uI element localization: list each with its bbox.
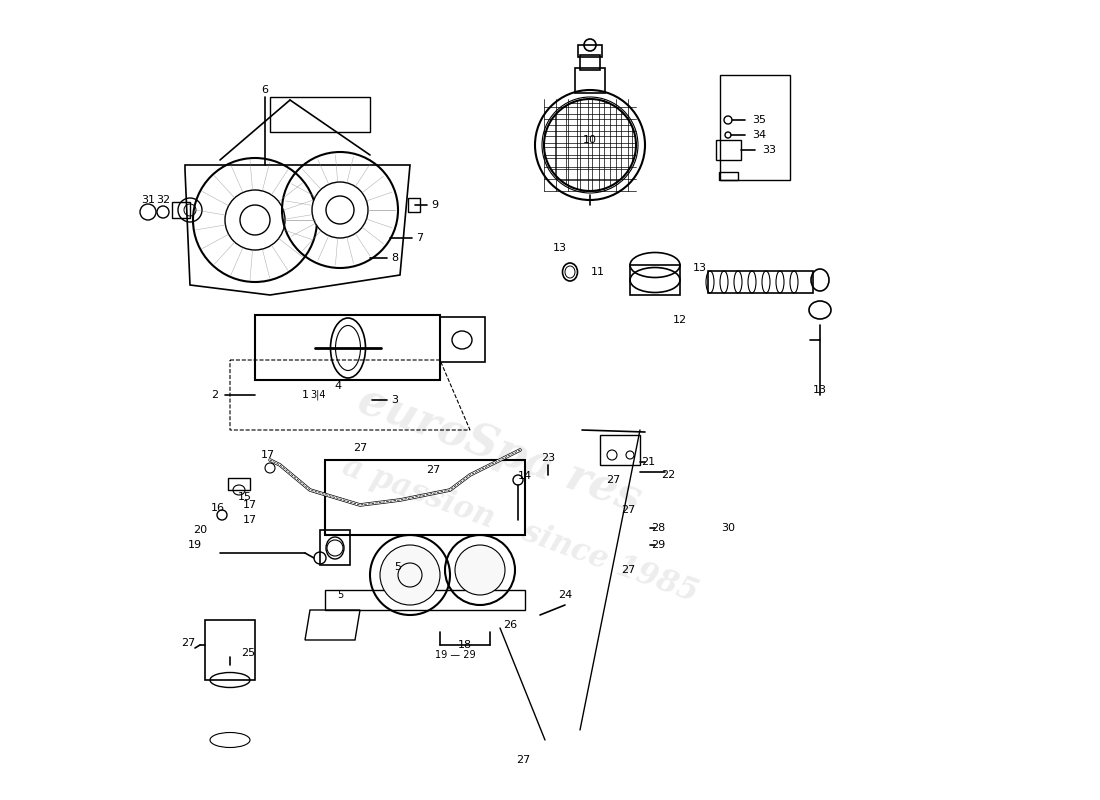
Text: 16: 16 (211, 503, 226, 513)
Text: 27: 27 (620, 505, 635, 515)
Text: 20: 20 (192, 525, 207, 535)
Bar (578, 45, 602, 57)
Bar (255, 315, 440, 380)
Text: 33: 33 (762, 145, 776, 155)
Text: 27: 27 (353, 443, 367, 453)
Bar (719, 172, 738, 180)
Text: 6: 6 (262, 85, 268, 95)
Bar (408, 198, 420, 212)
Text: 13: 13 (693, 263, 707, 273)
Text: 3|4: 3|4 (310, 390, 326, 400)
Text: 17: 17 (261, 450, 275, 460)
Circle shape (544, 99, 636, 191)
Text: 1: 1 (301, 390, 308, 400)
Bar (320, 530, 350, 565)
Bar (580, 55, 600, 70)
Text: 15: 15 (238, 492, 252, 502)
Text: 8: 8 (392, 253, 398, 263)
Circle shape (312, 182, 368, 238)
Text: 2: 2 (211, 390, 219, 400)
Text: 29: 29 (651, 540, 666, 550)
Text: 19 — 29: 19 — 29 (434, 650, 475, 660)
Text: 3: 3 (392, 395, 398, 405)
Circle shape (379, 545, 440, 605)
Text: 27: 27 (180, 638, 195, 648)
Text: 34: 34 (752, 130, 766, 140)
Text: euroSpa res: euroSpa res (352, 378, 648, 522)
Text: 31: 31 (141, 195, 155, 205)
Text: 27: 27 (516, 755, 530, 765)
Text: 5: 5 (337, 590, 343, 600)
Text: 25: 25 (241, 648, 255, 658)
Text: 17: 17 (243, 515, 257, 525)
Text: 27: 27 (620, 565, 635, 575)
Circle shape (455, 545, 505, 595)
Text: 11: 11 (591, 267, 605, 277)
Text: 22: 22 (661, 470, 675, 480)
Bar (324, 460, 525, 535)
Text: 35: 35 (752, 115, 766, 125)
Bar (630, 265, 680, 295)
Text: 14: 14 (518, 471, 532, 481)
Text: 19: 19 (188, 540, 202, 550)
Text: 27: 27 (606, 475, 620, 485)
Text: 18: 18 (458, 640, 472, 650)
Text: 13: 13 (553, 243, 566, 253)
Text: 32: 32 (156, 195, 170, 205)
Text: 21: 21 (641, 457, 656, 467)
Bar (440, 317, 485, 362)
Text: 24: 24 (558, 590, 572, 600)
Bar (708, 271, 813, 293)
Text: 9: 9 (431, 200, 439, 210)
Bar (716, 140, 741, 160)
Bar (172, 202, 190, 218)
Text: 13: 13 (813, 385, 827, 395)
Text: 28: 28 (651, 523, 666, 533)
Bar (324, 590, 525, 610)
Text: 7: 7 (417, 233, 424, 243)
Circle shape (327, 540, 343, 556)
Bar (600, 435, 640, 465)
Bar (575, 68, 605, 93)
Bar (228, 478, 250, 490)
Text: 27: 27 (426, 465, 440, 475)
Text: 5: 5 (395, 562, 402, 572)
Text: 4: 4 (334, 381, 342, 391)
Bar (720, 75, 790, 180)
Text: a passion   since 1985: a passion since 1985 (338, 451, 702, 609)
Circle shape (226, 190, 285, 250)
Text: 10: 10 (583, 135, 597, 145)
Text: 23: 23 (541, 453, 556, 463)
Text: 26: 26 (503, 620, 517, 630)
Bar (270, 97, 370, 132)
Text: 12: 12 (673, 315, 688, 325)
Text: 30: 30 (720, 523, 735, 533)
Bar (205, 620, 255, 680)
Text: 17: 17 (243, 500, 257, 510)
